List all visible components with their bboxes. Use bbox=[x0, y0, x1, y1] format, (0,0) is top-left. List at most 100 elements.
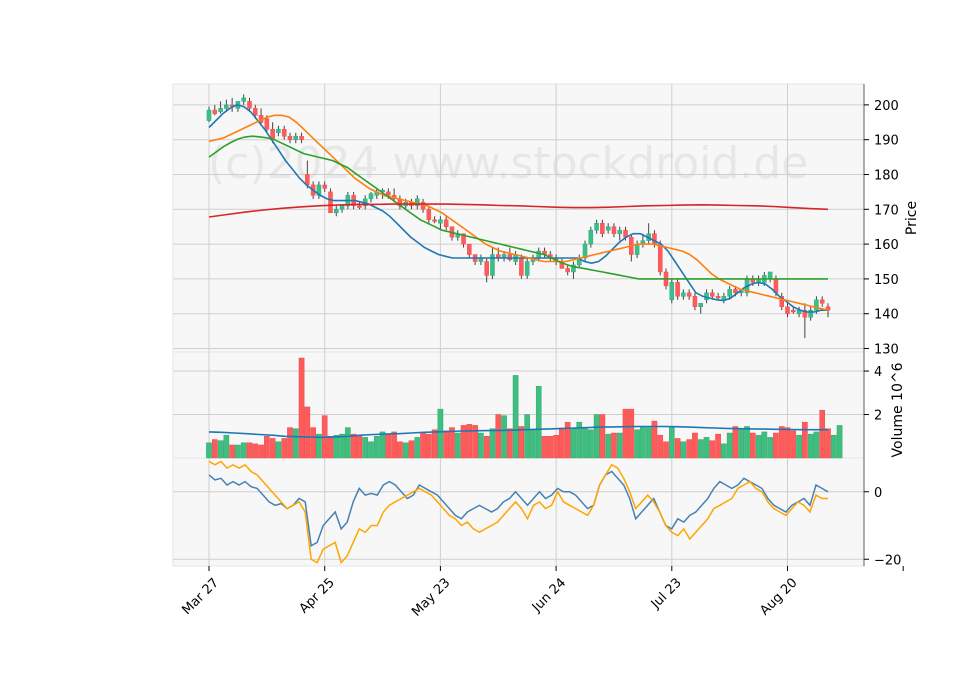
candle-body bbox=[600, 222, 605, 234]
volume-bar bbox=[582, 428, 588, 459]
candle-body bbox=[426, 209, 432, 220]
volume-average-line bbox=[208, 425, 828, 439]
watermark: (c)2024 www.stockdroid.de bbox=[208, 138, 808, 189]
volume-bar bbox=[709, 440, 716, 459]
candle-body bbox=[461, 233, 466, 245]
candle-body bbox=[524, 261, 530, 276]
candle-body bbox=[316, 184, 322, 196]
volume-bar bbox=[345, 427, 351, 459]
volume-bar bbox=[281, 438, 288, 459]
volume-bar bbox=[692, 432, 698, 459]
volume-bar bbox=[640, 426, 646, 459]
candle-body bbox=[299, 135, 304, 140]
candle-body bbox=[293, 135, 299, 140]
volume-bar bbox=[304, 406, 311, 459]
candle-body bbox=[785, 306, 790, 314]
moving-average-line bbox=[208, 104, 828, 313]
volume-bar bbox=[767, 437, 773, 459]
candle-body bbox=[212, 109, 218, 114]
price-tick-label: 200 bbox=[874, 99, 899, 114]
candle-body bbox=[328, 191, 333, 214]
volume-bar bbox=[269, 438, 276, 459]
volume-bar bbox=[761, 431, 768, 459]
volume-bar bbox=[732, 426, 739, 459]
volume-bar bbox=[807, 433, 814, 459]
candle-body bbox=[617, 229, 623, 234]
volume-bar bbox=[628, 408, 635, 459]
volume-bar bbox=[819, 409, 826, 459]
candle-body bbox=[681, 292, 686, 297]
candle-body bbox=[224, 104, 229, 109]
volume-bar bbox=[778, 426, 785, 459]
volume-bar bbox=[773, 432, 779, 459]
volume-bar bbox=[385, 433, 392, 459]
volume-bar bbox=[397, 441, 403, 459]
volume-bar bbox=[327, 436, 334, 459]
volume-bar bbox=[669, 426, 675, 459]
volume-bar bbox=[472, 425, 478, 459]
candle-body bbox=[605, 226, 611, 231]
volume-bar bbox=[836, 425, 843, 459]
candle-body bbox=[767, 271, 773, 280]
volume-bar bbox=[391, 431, 397, 459]
volume-bar bbox=[356, 436, 363, 459]
candle-body bbox=[779, 296, 784, 308]
volume-bar bbox=[449, 427, 455, 459]
volume-bar bbox=[686, 439, 692, 459]
volume-bar bbox=[292, 428, 299, 459]
oscillator-tick-label: 0 bbox=[874, 486, 882, 501]
volume-bar bbox=[466, 424, 473, 459]
volume-bar bbox=[749, 432, 756, 459]
candle-body bbox=[791, 309, 796, 313]
volume-bar bbox=[507, 428, 513, 459]
volume-bar bbox=[715, 433, 721, 459]
volume-bar bbox=[657, 434, 664, 459]
volume-bar bbox=[454, 432, 461, 459]
candle-body bbox=[519, 257, 524, 276]
candle-body bbox=[652, 233, 657, 245]
volume-bar bbox=[310, 427, 316, 459]
price-tick-label: 180 bbox=[874, 168, 899, 183]
price-tick-label: 160 bbox=[874, 238, 899, 253]
moving-average-line bbox=[208, 203, 829, 218]
candle-body bbox=[438, 219, 443, 224]
volume-bar bbox=[437, 408, 444, 459]
candle-body bbox=[657, 243, 663, 273]
volume-bar bbox=[674, 438, 681, 459]
candle-body bbox=[733, 289, 738, 294]
candle-body bbox=[814, 299, 819, 311]
candle-body bbox=[264, 118, 270, 130]
volume-bar bbox=[726, 432, 733, 459]
volume-bar bbox=[287, 427, 293, 459]
volume-tick-label: 2 bbox=[874, 409, 882, 424]
volume-bar bbox=[275, 441, 282, 459]
volume-bar bbox=[420, 432, 426, 459]
candle-body bbox=[368, 193, 374, 200]
candle-body bbox=[467, 243, 472, 255]
volume-bar bbox=[616, 432, 623, 459]
candle-body bbox=[357, 205, 362, 208]
candle-body bbox=[808, 309, 813, 318]
volume-bar bbox=[744, 426, 750, 459]
price-panel-background bbox=[172, 83, 865, 353]
volume-bar bbox=[518, 426, 525, 459]
volume-bar bbox=[489, 428, 496, 459]
volume-bar bbox=[408, 440, 415, 459]
candle-body bbox=[276, 128, 281, 133]
volume-bar bbox=[547, 436, 554, 459]
candle-body bbox=[634, 243, 640, 255]
volume-bar bbox=[802, 421, 808, 459]
volume-bar bbox=[599, 414, 606, 459]
volume-bar bbox=[622, 408, 629, 459]
volume-bar bbox=[813, 431, 820, 459]
volume-bar bbox=[478, 432, 484, 459]
volume-bar bbox=[611, 432, 617, 459]
candle-body bbox=[802, 309, 808, 318]
volume-bar bbox=[576, 421, 583, 459]
moving-average-line bbox=[208, 114, 829, 311]
volume-bar bbox=[830, 434, 837, 459]
candle-body bbox=[710, 292, 715, 297]
volume-bar bbox=[790, 430, 797, 459]
volume-bar bbox=[645, 427, 652, 459]
